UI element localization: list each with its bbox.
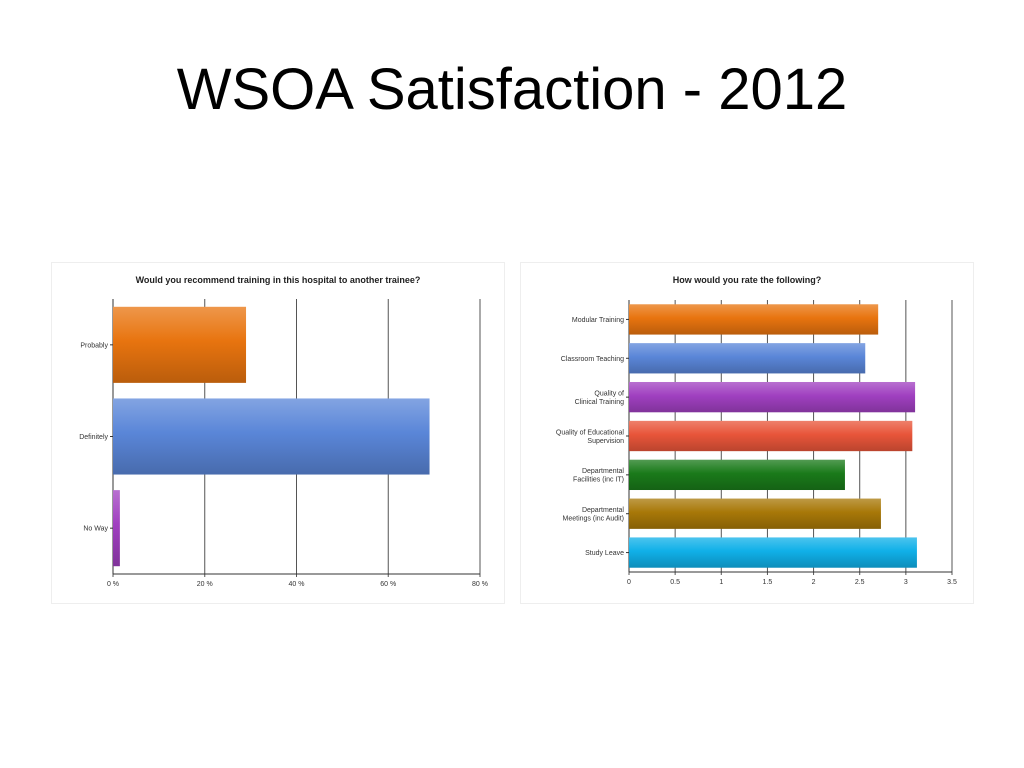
x-tick-label: 0 % [107, 581, 119, 588]
category-label: No Way [83, 526, 108, 533]
x-tick-label: 20 % [197, 581, 213, 588]
chart-title: Would you recommend training in this hos… [136, 275, 421, 285]
x-tick-label: 0 [627, 579, 631, 586]
bar [629, 537, 917, 568]
category-label: Definitely [79, 434, 108, 441]
chart-title: How would you rate the following? [673, 275, 822, 285]
x-tick-label: 3.5 [947, 579, 957, 586]
category-label: Classroom Teaching [561, 356, 624, 363]
bar [113, 306, 247, 383]
rating-chart-panel: How would you rate the following? 0 0.5 1 1.… [520, 262, 974, 604]
x-tick-label: 0.5 [670, 579, 680, 586]
bar [629, 381, 916, 413]
bar [629, 420, 913, 452]
bar [629, 304, 879, 335]
x-tick-label: 1.5 [763, 579, 773, 586]
category-label: Modular Training [572, 317, 624, 324]
x-tick-label: 40 % [289, 581, 305, 588]
x-tick-label: 3 [904, 579, 908, 586]
bar [629, 498, 881, 529]
x-tick-label: 1 [719, 579, 723, 586]
x-tick-label: 2.5 [855, 579, 865, 586]
category-label: Study Leave [585, 550, 624, 557]
category-label: Quality of Educational Supervision [556, 429, 625, 445]
category-label: Departmental Facilities (inc IT) [573, 468, 624, 484]
bar [629, 459, 845, 491]
recommend-chart: Would you recommend training in this hos… [79, 275, 488, 588]
x-tick-label: 60 % [380, 581, 396, 588]
category-label: Departmental Meetings (inc Audit) [563, 507, 625, 523]
x-tick-label: 2 [812, 579, 816, 586]
category-label: Probably [80, 342, 108, 349]
x-tick-label: 80 % [472, 581, 488, 588]
category-label: Quality of Clinical Training [575, 390, 625, 406]
bar [113, 398, 430, 475]
slide-title: WSOA Satisfaction - 2012 [176, 57, 848, 122]
rating-chart: How would you rate the following? 0 0.5 1 1.… [556, 275, 957, 586]
recommend-chart-panel: Would you recommend training in this hos… [51, 262, 505, 604]
bar [629, 343, 866, 374]
bar [113, 490, 120, 567]
